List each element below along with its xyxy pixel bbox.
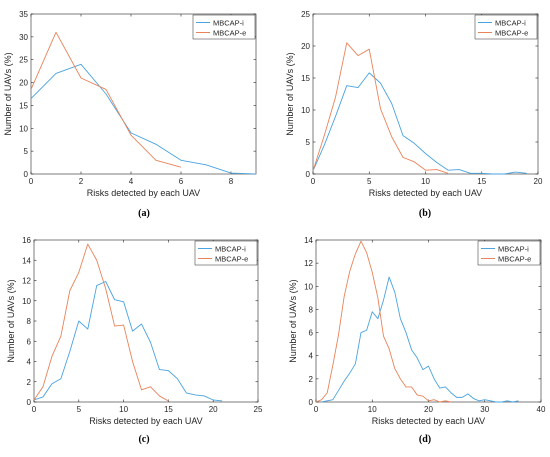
y-tick-label-b: 25 [301, 10, 310, 19]
x-tick-label-b: 10 [421, 177, 430, 186]
x-tick-label-c: 10 [119, 405, 128, 414]
x-axis-label-c: Risks detected by each UAV [89, 416, 202, 426]
y-tick-label-b: 10 [301, 106, 310, 115]
x-tick-label-d: 40 [537, 405, 546, 414]
y-tick-label-c: 4 [27, 358, 32, 367]
y-tick-label-c: 10 [22, 297, 31, 306]
y-tick-label-a: 10 [19, 124, 28, 133]
y-tick-label-b: 15 [301, 74, 310, 83]
x-tick-label-c: 25 [254, 405, 263, 414]
series-line-mbcap-i-a [30, 63, 257, 175]
y-tick-label-d: 14 [304, 236, 313, 245]
x-tick-label-d: 10 [368, 405, 377, 414]
x-tick-label-a: 6 [179, 177, 184, 186]
legend-box-a [192, 14, 256, 40]
x-axis-label-b: Risks detected by each UAV [369, 188, 482, 198]
legend-entry-a: MBCAP-i [213, 18, 244, 27]
legend-entry-c: MBCAP-i [215, 244, 246, 253]
legend-box-b [474, 14, 538, 40]
series-line-mbcap-e-a [30, 31, 182, 168]
y-tick-label-a: 25 [19, 56, 28, 65]
y-axis-label-a: Number of UAVs (%) [3, 52, 13, 135]
y-tick-label-c: 12 [22, 277, 31, 286]
y-tick-label-c: 0 [27, 398, 32, 407]
y-tick-label-c: 2 [27, 378, 32, 387]
chart-a: 0 2 4 6 8 0 5 10 15 20 25 30 35 Risks detected by eac… [3, 10, 257, 198]
y-tick-label-a: 35 [19, 10, 28, 19]
chart-c: 0 5 10 15 20 25 0 2 4 6 8 10 12 14 16 Risks detected by… [6, 236, 263, 426]
series-line-mbcap-i-d [321, 276, 519, 403]
x-tick-label-a: 2 [79, 177, 84, 186]
y-tick-label-c: 8 [27, 317, 32, 326]
x-tick-label-b: 0 [311, 177, 316, 186]
y-tick-label-c: 16 [22, 236, 31, 245]
x-tick-label-a: 8 [229, 177, 234, 186]
series-line-mbcap-i-c [33, 281, 223, 402]
x-axis-label-d: Risks detected by each UAV [372, 416, 485, 426]
y-tick-label-b: 20 [301, 42, 310, 51]
x-tick-label-b: 5 [367, 177, 372, 186]
legend-entry-b: MBCAP-e [495, 28, 528, 37]
legend-entry-a: MBCAP-e [213, 28, 246, 37]
chart-d: 0 10 20 30 40 0 2 4 6 8 10 12 14 Risks detected by ea… [288, 236, 546, 426]
y-tick-label-d: 2 [309, 375, 314, 384]
y-tick-label-d: 4 [309, 352, 314, 361]
y-axis-label-d: Number of UAVs (%) [288, 279, 298, 362]
legend-entry-b: MBCAP-i [495, 18, 526, 27]
x-axis-label-a: Risks detected by each UAV [87, 188, 200, 198]
y-tick-label-a: 20 [19, 79, 28, 88]
y-tick-label-a: 15 [19, 101, 28, 110]
x-tick-label-d: 20 [424, 405, 433, 414]
x-tick-label-d: 30 [480, 405, 489, 414]
series-line-mbcap-e-c [33, 243, 169, 402]
panel-label-d: (d) [418, 434, 432, 445]
y-tick-label-b: 0 [306, 170, 311, 179]
chart-b: 0 5 10 15 20 0 5 10 15 20 25 Risks detected by each… [285, 10, 543, 198]
y-tick-label-c: 6 [27, 337, 32, 346]
y-tick-label-d: 6 [309, 329, 314, 338]
x-tick-label-b: 15 [477, 177, 486, 186]
x-tick-label-d: 0 [314, 405, 319, 414]
y-axis-label-c: Number of UAVs (%) [6, 279, 16, 362]
x-tick-label-a: 0 [29, 177, 34, 186]
x-tick-label-a: 4 [129, 177, 134, 186]
legend-box-d [477, 240, 541, 266]
series-line-mbcap-i-b [312, 72, 527, 175]
y-tick-label-d: 0 [309, 398, 314, 407]
x-tick-label-c: 0 [32, 405, 37, 414]
x-tick-label-c: 15 [164, 405, 173, 414]
panel-label-c: (c) [138, 434, 150, 445]
series-line-mbcap-e-d [315, 240, 452, 403]
panel-label-a: (a) [138, 208, 150, 219]
legend-box-c [194, 240, 258, 266]
panel-label-b: (b) [418, 208, 432, 219]
y-tick-label-a: 0 [24, 170, 29, 179]
legend-entry-d: MBCAP-e [498, 254, 531, 263]
y-tick-label-d: 10 [304, 282, 313, 291]
plot-frame-a [30, 13, 257, 175]
y-tick-label-a: 5 [24, 147, 29, 156]
y-tick-label-c: 14 [22, 256, 31, 265]
legend-entry-c: MBCAP-e [215, 254, 248, 263]
x-tick-label-b: 20 [534, 177, 543, 186]
y-tick-label-a: 30 [19, 33, 28, 42]
y-tick-label-b: 5 [306, 138, 311, 147]
x-tick-label-c: 20 [209, 405, 218, 414]
legend-entry-d: MBCAP-i [498, 244, 529, 253]
series-line-mbcap-e-b [312, 42, 449, 174]
x-tick-label-c: 5 [77, 405, 82, 414]
y-tick-label-d: 12 [304, 259, 313, 268]
y-tick-label-d: 8 [309, 305, 314, 314]
y-axis-label-b: Number of UAVs (%) [285, 52, 295, 135]
